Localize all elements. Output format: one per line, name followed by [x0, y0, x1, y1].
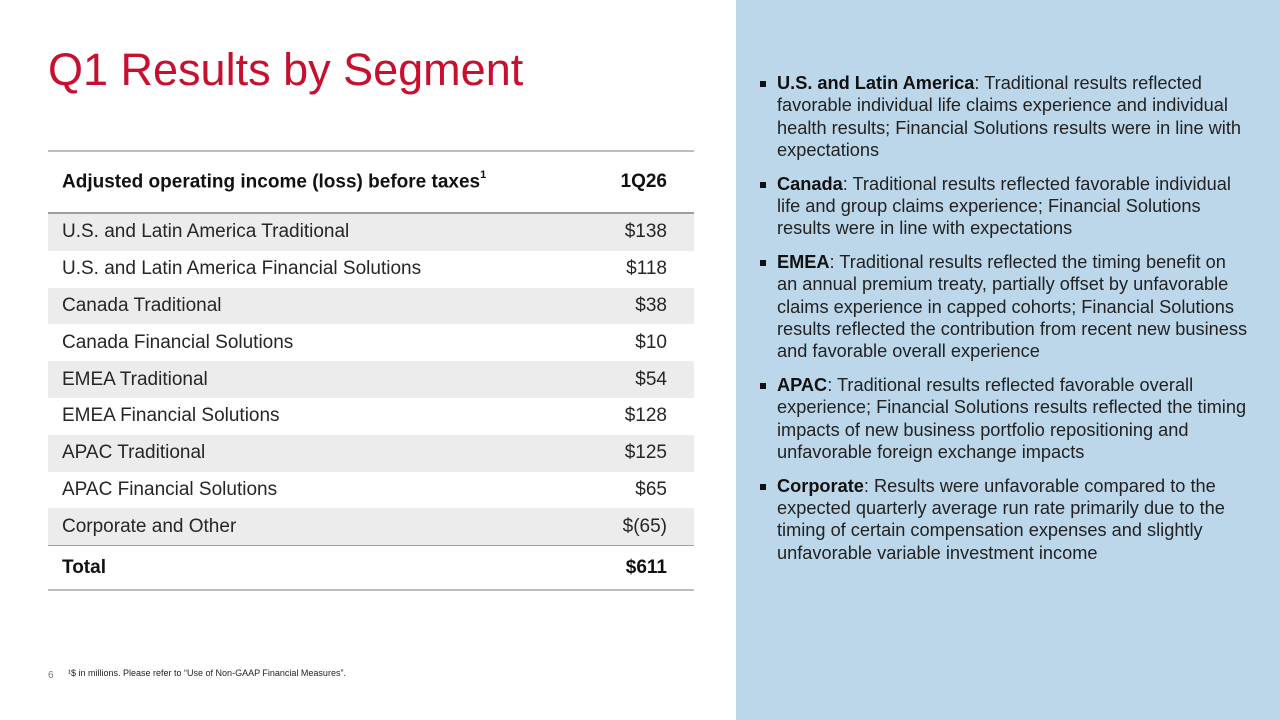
- row-label: U.S. and Latin America Traditional: [62, 221, 350, 243]
- table-row: U.S. and Latin America Traditional $138: [48, 214, 694, 251]
- row-value: $128: [624, 405, 667, 427]
- header-label: Adjusted operating income (loss) before …: [62, 168, 487, 193]
- bullet-heading: U.S. and Latin America: [777, 73, 975, 93]
- row-label: EMEA Financial Solutions: [62, 405, 280, 427]
- header-column-1q26: 1Q26: [620, 171, 667, 192]
- bullet-text: : Results were unfavorable compared to t…: [777, 475, 1225, 563]
- row-value: $38: [635, 294, 667, 316]
- bullet-text: : Traditional results reflected favorabl…: [777, 73, 1242, 161]
- table-top-rule: [48, 150, 694, 152]
- row-value: $125: [624, 442, 667, 464]
- square-bullet-icon: [760, 483, 766, 490]
- row-value: $54: [635, 368, 667, 390]
- row-value: $118: [626, 258, 667, 280]
- row-value: $10: [635, 331, 667, 353]
- list-item: APAC: Traditional results reflected favo…: [760, 374, 1260, 464]
- bullet-heading: APAC: [777, 374, 828, 395]
- table-row: Corporate and Other $(65): [48, 508, 694, 546]
- table-row: EMEA Financial Solutions $128: [48, 398, 694, 435]
- row-label: U.S. and Latin America Financial Solutio…: [62, 258, 422, 280]
- row-value: $138: [624, 221, 667, 243]
- row-label: Canada Traditional: [62, 294, 222, 316]
- table-row: Canada Financial Solutions $10: [48, 324, 694, 361]
- bullet-text: : Traditional results reflected favorabl…: [777, 173, 1231, 239]
- row-label: APAC Traditional: [62, 442, 206, 464]
- commentary-panel: [736, 0, 1280, 720]
- page-number: 6: [48, 670, 54, 681]
- square-bullet-icon: [760, 382, 766, 389]
- total-value: $611: [625, 556, 667, 578]
- bullet-text: : Traditional results reflected the timi…: [777, 251, 1248, 362]
- table-row: U.S. and Latin America Financial Solutio…: [48, 251, 694, 288]
- total-row: Total $611: [48, 545, 694, 592]
- bullet-heading: Canada: [777, 173, 843, 194]
- bullet-text: : Traditional results reflected favorabl…: [777, 374, 1247, 463]
- square-bullet-icon: [760, 259, 766, 266]
- row-value: $(65): [622, 515, 667, 537]
- row-value: $65: [635, 478, 667, 500]
- table-row: EMEA Traditional $54: [48, 361, 694, 398]
- commentary-list: U.S. and Latin America: Traditional resu…: [760, 72, 1260, 575]
- list-item: EMEA: Traditional results reflected the …: [760, 251, 1260, 363]
- bullet-heading: Corporate: [777, 475, 864, 496]
- table-row: Canada Traditional $38: [48, 287, 694, 325]
- footnote: ¹$ in millions. Please refer to “Use of …: [68, 668, 346, 678]
- list-item: U.S. and Latin America: Traditional resu…: [760, 72, 1260, 162]
- table-row: APAC Traditional $125: [48, 434, 694, 472]
- list-item: Canada: Traditional results reflected fa…: [760, 173, 1260, 240]
- results-table: Adjusted operating income (loss) before …: [48, 150, 694, 592]
- page-title: Q1 Results by Segment: [48, 44, 524, 95]
- row-label: APAC Financial Solutions: [62, 478, 278, 500]
- square-bullet-icon: [760, 81, 766, 87]
- list-item: Corporate: Results were unfavorable comp…: [760, 475, 1260, 565]
- bullet-heading: EMEA: [777, 251, 830, 272]
- row-label: Corporate and Other: [62, 515, 237, 537]
- square-bullet-icon: [760, 181, 766, 188]
- total-label: Total: [62, 556, 106, 578]
- table-row: APAC Financial Solutions $65: [48, 472, 694, 509]
- row-label: EMEA Traditional: [62, 368, 208, 390]
- table-header: Adjusted operating income (loss) before …: [48, 152, 694, 214]
- row-label: Canada Financial Solutions: [62, 331, 294, 353]
